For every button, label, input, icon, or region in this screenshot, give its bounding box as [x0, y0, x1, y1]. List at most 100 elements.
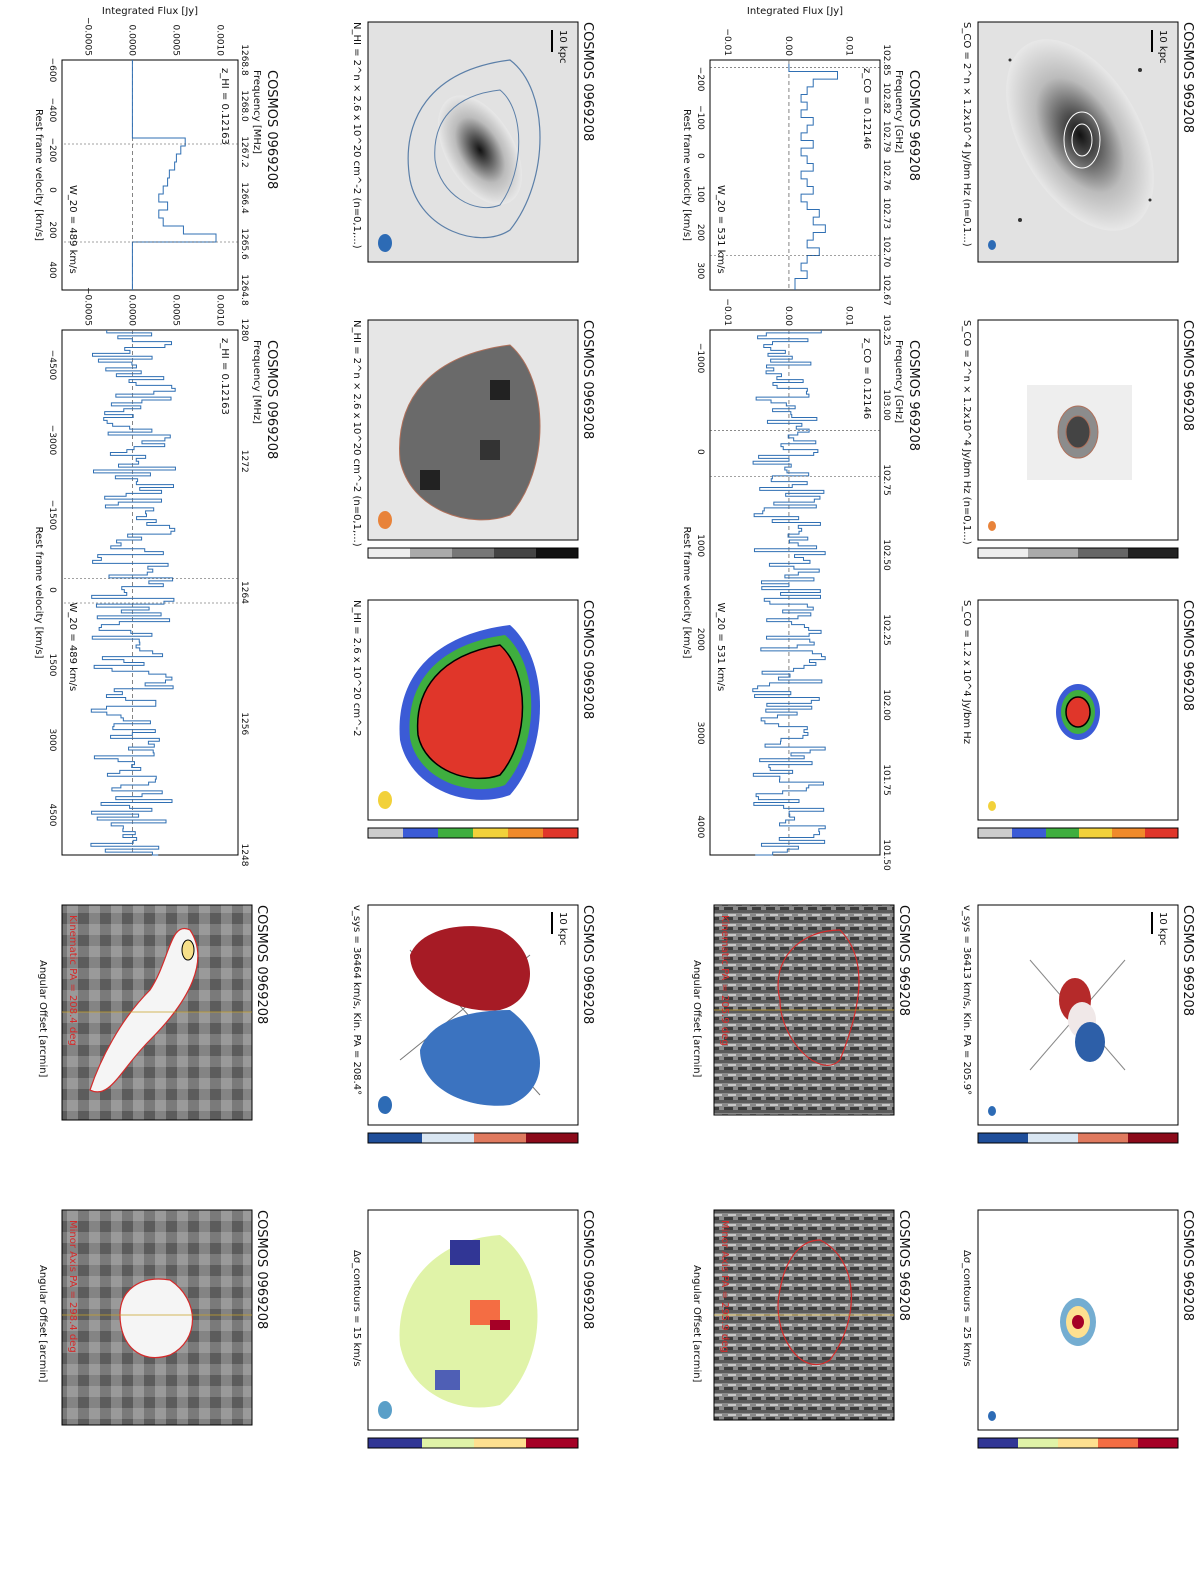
pv-xlabel: Angular Offset [arcmin] — [691, 1265, 702, 1383]
panel-title: COSMOS 0969208 — [254, 905, 269, 1024]
y-tick-label: 0.01 — [844, 306, 854, 326]
mom1-colorbar — [367, 1132, 579, 1144]
x-tick-label: 4000 — [695, 815, 705, 838]
top-tick-label: 103.25 — [881, 314, 891, 346]
snr-colorbar — [977, 827, 1179, 839]
pv-label: Kinematic PA = 208.4 deg — [67, 915, 78, 1046]
hi-pv-minor: COSMOS 0969208 Minor Axis PA = 298.4 deg… — [37, 1209, 269, 1426]
top-tick-label: 103.00 — [881, 389, 891, 421]
x-axis-label: Rest frame velocity [km/s] — [33, 527, 44, 659]
co-snr-panel: COSMOS 969208 S_CO = 1.2 x 10^4 Jy/bm Hz — [961, 599, 1195, 839]
top-tick-label: 102.00 — [881, 689, 891, 721]
top-tick-label: 1264.8 — [239, 274, 249, 306]
top-tick-label: 1248 — [239, 844, 249, 867]
x-tick-label: 0 — [695, 449, 705, 455]
panel-title: COSMOS 969208 — [1180, 905, 1195, 1016]
spectrum-title: COSMOS 0969208 — [264, 70, 279, 189]
hi-pv-kinematic: COSMOS 0969208 Kinematic PA = 208.4 deg … — [37, 904, 269, 1121]
panel-title: COSMOS 0969208 — [580, 905, 595, 1024]
y-tick-label: 0.0010 — [214, 295, 224, 327]
co-mom0-panel: COSMOS 969208 S_CO = 2^n × 1.2x10^4 Jy/b… — [961, 319, 1195, 559]
panel-title: COSMOS 969208 — [1180, 22, 1195, 133]
pv-label: Kinematic PA = 205.9 deg — [719, 915, 730, 1046]
x-tick-label: 1000 — [695, 534, 705, 557]
top-tick-label: 102.76 — [881, 159, 891, 191]
x-tick-label: 300 — [695, 262, 705, 279]
panel-caption: Δσ_contours = 15 km/s — [351, 1250, 362, 1367]
beam-ellipse — [988, 1106, 996, 1116]
pv-xlabel: Angular Offset [arcmin] — [37, 960, 48, 1078]
spectrum-line — [90, 330, 176, 856]
beam-ellipse — [378, 1096, 392, 1114]
co-mom2-panel: COSMOS 969208 Δσ_contours = 25 km/s — [961, 1209, 1195, 1449]
y-tick-label: 0.0010 — [214, 25, 224, 57]
panel-caption: v_sys = 36413 km/s, Kin. PA = 205.9° — [961, 905, 972, 1095]
redshift-annotation: z_HI = 0.12163 — [219, 338, 230, 415]
w20-annotation: W_20 = 531 km/s — [715, 603, 726, 692]
x-tick-label: 0 — [47, 187, 57, 193]
x-tick-label: 200 — [47, 221, 57, 238]
x-tick-label: −200 — [695, 67, 705, 92]
spectrum-title: COSMOS 0969208 — [264, 340, 279, 459]
y-tick-label: −0.0005 — [82, 287, 92, 326]
x-axis-label: Rest frame velocity [km/s] — [681, 109, 692, 241]
spectrum-title: COSMOS 969208 — [906, 70, 921, 181]
spectrum-line — [131, 60, 217, 290]
spectrum-top-axis-label: Frequency [GHz] — [893, 70, 904, 153]
top-tick-label: 1266.4 — [239, 182, 249, 214]
y-tick-label: 0.0005 — [170, 295, 180, 327]
mom2-colorbar — [367, 1437, 579, 1449]
spectrum-top-axis-label: Frequency [MHz] — [251, 70, 262, 154]
top-tick-label: 102.82 — [881, 83, 891, 115]
top-tick-label: 1268.8 — [239, 44, 249, 76]
beam-ellipse — [378, 1401, 392, 1419]
y-tick-label: 0.00 — [783, 306, 793, 326]
w20-annotation: W_20 = 531 km/s — [715, 185, 726, 274]
spectrum-frame — [61, 59, 239, 291]
top-tick-label: 1264 — [239, 581, 249, 604]
top-tick-label: 1256 — [239, 712, 249, 735]
hi-mom2-panel: COSMOS 0969208 Δσ_contours = 15 km/s — [351, 1209, 595, 1449]
x-tick-label: −1000 — [695, 343, 705, 374]
co-pv-kinematic: COSMOS 969208 Kinematic PA = 205.9 deg A… — [691, 904, 911, 1116]
top-tick-label: 102.75 — [881, 464, 891, 496]
beam-ellipse — [988, 521, 996, 531]
spectrum-line — [752, 330, 826, 856]
y-axis-label: Integrated Flux [Jy] — [747, 6, 843, 17]
top-tick-label: 102.73 — [881, 198, 891, 230]
beam-ellipse — [378, 511, 392, 529]
scale-bar-label: 10 kpc — [1157, 912, 1168, 946]
x-tick-label: 100 — [695, 186, 705, 203]
x-tick-label: 400 — [47, 261, 57, 278]
spectrum-line — [788, 63, 838, 290]
hi-snr-panel: COSMOS 0969208 N_HI = 2.6 x 10^20 cm^-2 — [351, 599, 595, 839]
panel-caption: N_HI = 2^n × 2.6 x 10^20 cm^-2 (n=0,1,..… — [351, 22, 362, 249]
top-tick-label: 101.75 — [881, 764, 891, 796]
mom0-colorbar — [977, 547, 1179, 559]
mom2-colorbar — [977, 1437, 1179, 1449]
panel-caption: v_sys = 36464 km/s, Kin. PA = 208.4° — [351, 905, 362, 1095]
panel-caption: S_CO = 2^n × 1.2x10^4 Jy/bm Hz (n=0,1...… — [961, 22, 972, 247]
top-tick-label: 102.79 — [881, 121, 891, 153]
y-tick-label: 0.0000 — [126, 25, 136, 57]
pv-xlabel: Angular Offset [arcmin] — [37, 1265, 48, 1383]
top-tick-label: 102.70 — [881, 236, 891, 268]
y-tick-label: −0.01 — [722, 28, 732, 56]
x-tick-label: 4500 — [47, 804, 57, 827]
y-tick-label: 0.0005 — [170, 25, 180, 57]
x-tick-label: −1500 — [47, 500, 57, 531]
spectrum-frame — [61, 329, 239, 856]
x-tick-label: 200 — [695, 224, 705, 241]
beam-ellipse — [988, 1411, 996, 1421]
x-tick-label: 1500 — [47, 654, 57, 677]
y-tick-label: 0.0000 — [126, 295, 136, 327]
beam-ellipse — [988, 801, 996, 811]
panel-caption: N_HI = 2.6 x 10^20 cm^-2 — [351, 600, 362, 736]
beam-ellipse — [378, 234, 392, 252]
y-tick-label: 0.01 — [844, 36, 854, 56]
panel-title: COSMOS 969208 — [896, 1210, 911, 1321]
x-axis-label: Rest frame velocity [km/s] — [33, 109, 44, 241]
top-tick-label: 102.85 — [881, 44, 891, 76]
